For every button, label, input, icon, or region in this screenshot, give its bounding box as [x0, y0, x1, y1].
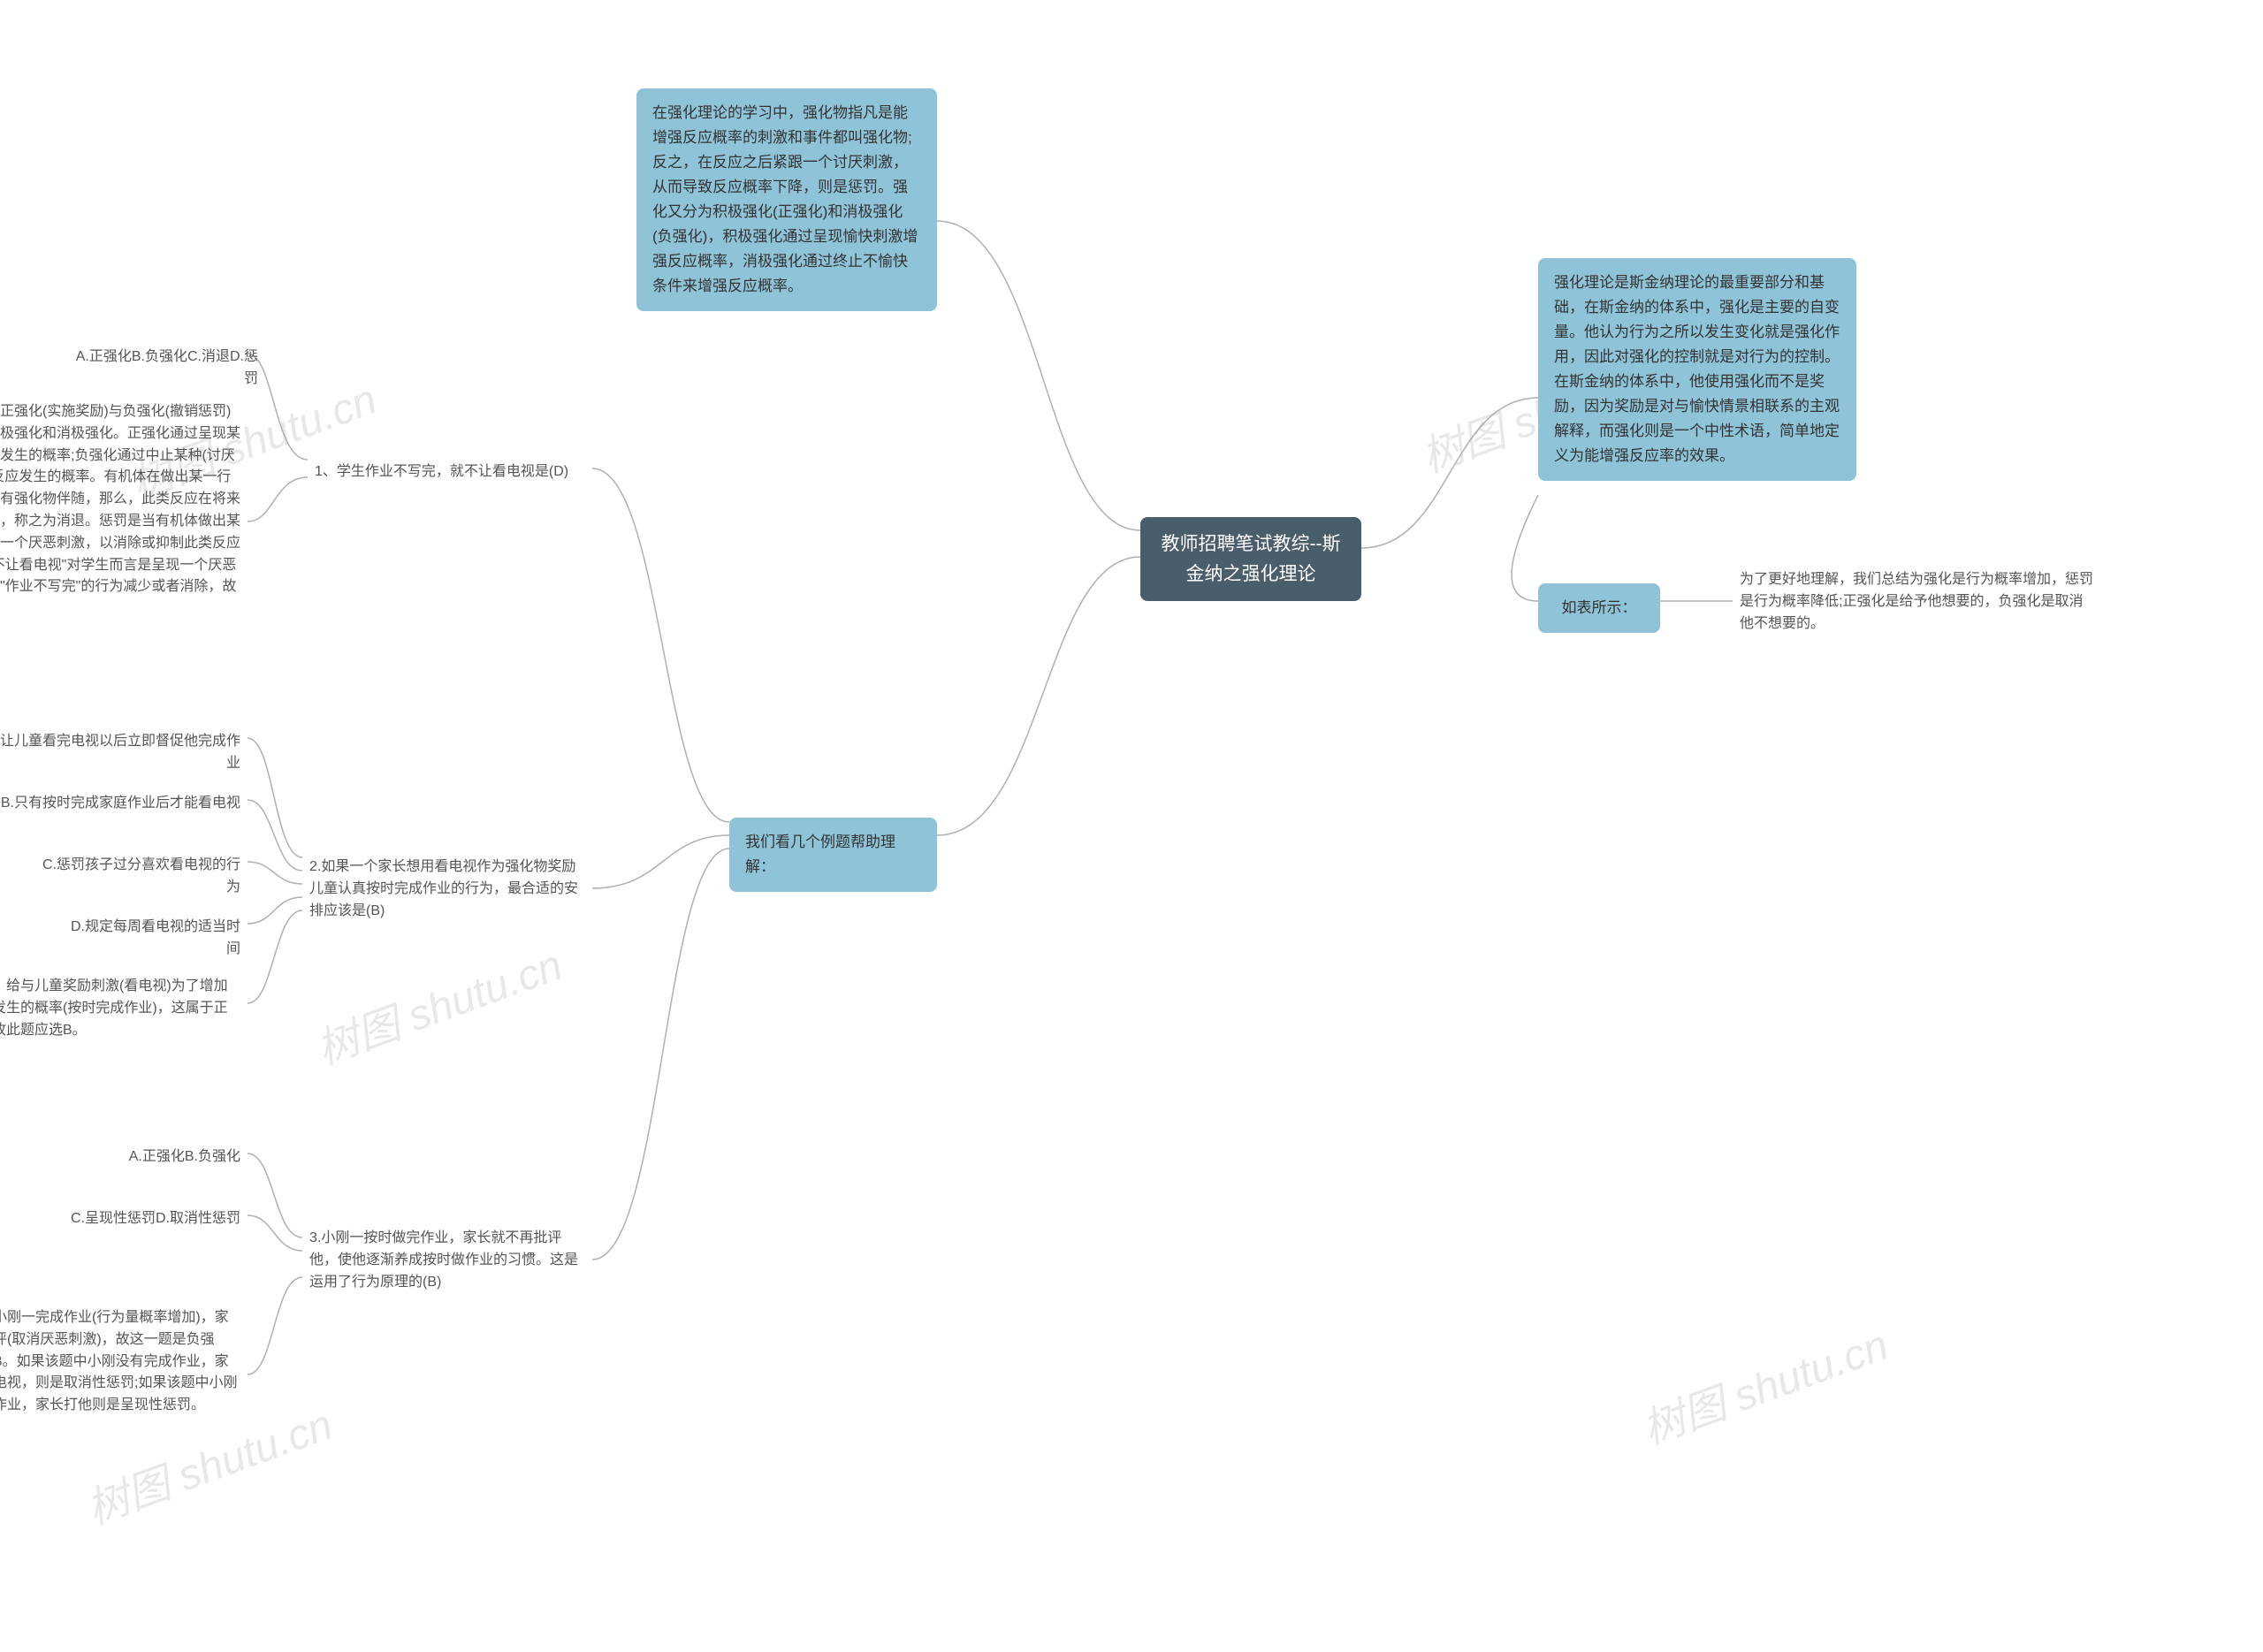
q2-optC-node: C.惩罚孩子过分喜欢看电视的行为 — [27, 851, 248, 902]
left-top-text: 在强化理论的学习中，强化物指凡是能增强反应概率的刺激和事件都叫强化物;反之，在反… — [652, 104, 918, 294]
q1-opts: A.正强化B.负强化C.消退D.惩罚 — [76, 349, 258, 386]
examples-label-node: 我们看几个例题帮助理解： — [729, 818, 937, 892]
right-sub-label: 如表所示： — [1562, 599, 1637, 616]
q2-optA: A.让儿童看完电视以后立即督促他完成作业 — [0, 734, 240, 771]
right-main-text: 强化理论是斯金纳理论的最重要部分和基础，在斯金纳的体系中，强化是主要的自变量。他… — [1554, 274, 1840, 464]
q3-title-node: 3.小刚一按时做完作业，家长就不再批评他，使他逐渐养成按时做作业的习惯。这是运用… — [302, 1224, 594, 1297]
q2-title-node: 2.如果一个家长想用看电视作为强化物奖励儿童认真按时完成作业的行为，最合适的安排… — [302, 853, 594, 925]
q2-optC: C.惩罚孩子过分喜欢看电视的行为 — [42, 857, 240, 895]
q2-analysis-node: 【解析】给与儿童奖励刺激(看电视)为了增加行为的发生的概率(按时完成作业)，这属… — [0, 972, 248, 1045]
q2-optB-node: B.只有按时完成家庭作业后才能看电视 — [0, 789, 248, 818]
q3-analysis: 【解析】小刚一完成作业(行为量概率增加)，家长不在批评(取消厌恶刺激)，故这一题… — [0, 1310, 237, 1412]
q3-opts2: C.呈现性惩罚D.取消性惩罚 — [71, 1211, 240, 1226]
right-sub-text: 为了更好地理解，我们总结为强化是行为概率增加，惩罚是行为概率降低;正强化是给予他… — [1740, 572, 2093, 631]
right-main-node: 强化理论是斯金纳理论的最重要部分和基础，在斯金纳的体系中，强化是主要的自变量。他… — [1538, 258, 1856, 481]
root-title: 教师招聘笔试教综--斯金纳之强化理论 — [1162, 534, 1341, 584]
q1-opts-node: A.正强化B.负强化C.消退D.惩罚 — [62, 343, 265, 394]
examples-label: 我们看几个例题帮助理解： — [745, 834, 895, 875]
q3-analysis-node: 【解析】小刚一完成作业(行为量概率增加)，家长不在批评(取消厌恶刺激)，故这一题… — [0, 1304, 248, 1420]
right-sub-text-node: 为了更好地理解，我们总结为强化是行为概率增加，惩罚是行为概率降低;正强化是给予他… — [1733, 566, 2104, 638]
q3-opts2-node: C.呈现性惩罚D.取消性惩罚 — [62, 1205, 248, 1234]
q2-title: 2.如果一个家长想用看电视作为强化物奖励儿童认真按时完成作业的行为，最合适的安排… — [309, 859, 578, 918]
q3-title: 3.小刚一按时做完作业，家长就不再批评他，使他逐渐养成按时做作业的习惯。这是运用… — [309, 1230, 578, 1290]
q1-analysis-node: 【解析】强化有正强化(实施奖励)与负强化(撤销惩罚)之分，又称为积极强化和消极强… — [0, 398, 248, 624]
left-top-node: 在强化理论的学习中，强化物指凡是能增强反应概率的刺激和事件都叫强化物;反之，在反… — [636, 88, 937, 311]
q2-optA-node: A.让儿童看完电视以后立即督促他完成作业 — [0, 727, 248, 779]
q1-analysis: 【解析】强化有正强化(实施奖励)与负强化(撤销惩罚)之分，又称为积极强化和消极强… — [0, 404, 240, 616]
q2-optB: B.只有按时完成家庭作业后才能看电视 — [1, 796, 240, 811]
root-node: 教师招聘笔试教综--斯金纳之强化理论 — [1140, 517, 1361, 601]
q3-opts1-node: A.正强化B.负强化 — [115, 1143, 248, 1172]
q1-title: 1、学生作业不写完，就不让看电视是(D) — [315, 464, 568, 479]
q2-analysis: 【解析】给与儿童奖励刺激(看电视)为了增加行为的发生的概率(按时完成作业)，这属… — [0, 978, 228, 1038]
right-sub-label-node: 如表所示： — [1538, 583, 1660, 633]
connectors — [0, 0, 2263, 1652]
q2-optD-node: D.规定每周看电视的适当时间 — [53, 913, 248, 964]
q3-opts1: A.正强化B.负强化 — [129, 1149, 240, 1164]
q1-title-node: 1、学生作业不写完，就不让看电视是(D) — [308, 458, 595, 487]
q2-optD: D.规定每周看电视的适当时间 — [71, 919, 240, 956]
watermark: 树图 shutu.cn — [307, 930, 569, 1076]
watermark: 树图 shutu.cn — [1633, 1310, 1895, 1456]
